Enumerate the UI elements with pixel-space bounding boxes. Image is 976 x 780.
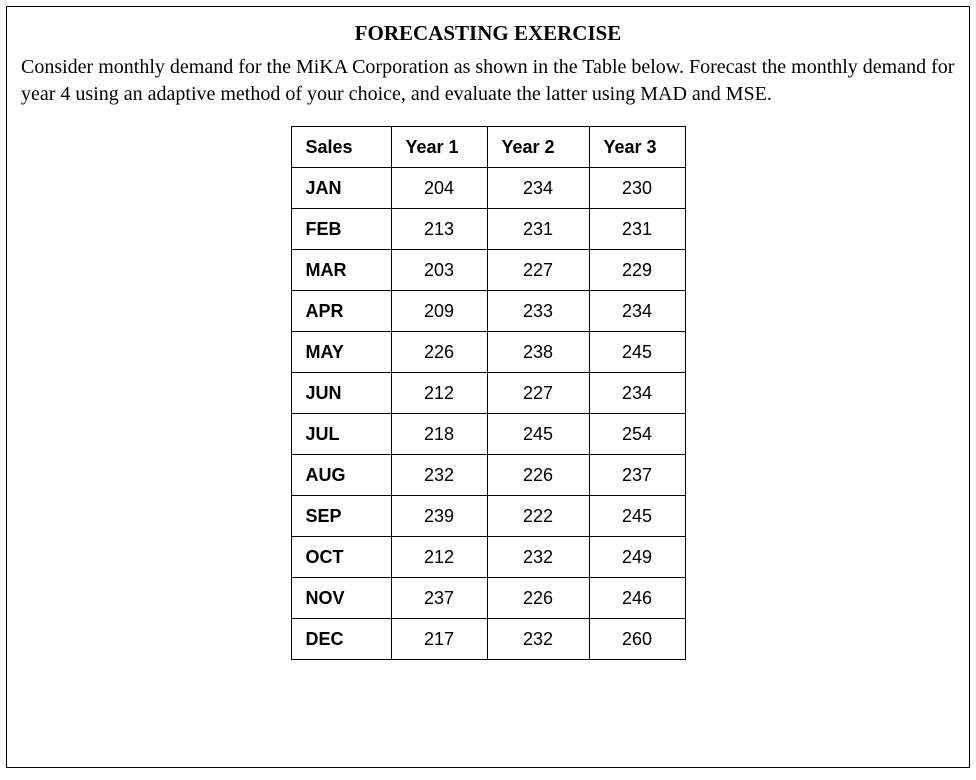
value-cell: 234 [589,291,685,332]
value-cell: 246 [589,578,685,619]
value-cell: 234 [487,168,589,209]
value-cell: 245 [487,414,589,455]
table-wrapper: Sales Year 1 Year 2 Year 3 JAN204234230F… [21,126,955,660]
month-cell: MAY [291,332,391,373]
value-cell: 260 [589,619,685,660]
value-cell: 227 [487,373,589,414]
value-cell: 231 [487,209,589,250]
value-cell: 227 [487,250,589,291]
table-row: OCT212232249 [291,537,685,578]
month-cell: NOV [291,578,391,619]
value-cell: 232 [391,455,487,496]
month-cell: FEB [291,209,391,250]
table-row: AUG232226237 [291,455,685,496]
table-row: JUL218245254 [291,414,685,455]
value-cell: 231 [589,209,685,250]
col-header-year1: Year 1 [391,127,487,168]
value-cell: 209 [391,291,487,332]
table-row: DEC217232260 [291,619,685,660]
month-cell: AUG [291,455,391,496]
value-cell: 217 [391,619,487,660]
value-cell: 212 [391,537,487,578]
month-cell: JUL [291,414,391,455]
table-row: NOV237226246 [291,578,685,619]
table-row: MAY226238245 [291,332,685,373]
value-cell: 237 [589,455,685,496]
value-cell: 229 [589,250,685,291]
value-cell: 212 [391,373,487,414]
value-cell: 254 [589,414,685,455]
table-row: MAR203227229 [291,250,685,291]
month-cell: JAN [291,168,391,209]
value-cell: 218 [391,414,487,455]
col-header-year3: Year 3 [589,127,685,168]
value-cell: 249 [589,537,685,578]
value-cell: 245 [589,332,685,373]
month-cell: MAR [291,250,391,291]
table-body: JAN204234230FEB213231231MAR203227229APR2… [291,168,685,660]
value-cell: 230 [589,168,685,209]
value-cell: 245 [589,496,685,537]
sales-table: Sales Year 1 Year 2 Year 3 JAN204234230F… [291,126,686,660]
col-header-sales: Sales [291,127,391,168]
document-container: FORECASTING EXERCISE Consider monthly de… [6,6,970,768]
value-cell: 226 [487,578,589,619]
table-row: SEP239222245 [291,496,685,537]
table-row: FEB213231231 [291,209,685,250]
value-cell: 213 [391,209,487,250]
value-cell: 204 [391,168,487,209]
value-cell: 233 [487,291,589,332]
table-row: APR209233234 [291,291,685,332]
value-cell: 239 [391,496,487,537]
value-cell: 232 [487,537,589,578]
month-cell: SEP [291,496,391,537]
col-header-year2: Year 2 [487,127,589,168]
value-cell: 237 [391,578,487,619]
month-cell: DEC [291,619,391,660]
exercise-description: Consider monthly demand for the MiKA Cor… [21,54,955,108]
value-cell: 226 [391,332,487,373]
value-cell: 232 [487,619,589,660]
month-cell: OCT [291,537,391,578]
table-row: JAN204234230 [291,168,685,209]
value-cell: 234 [589,373,685,414]
value-cell: 238 [487,332,589,373]
month-cell: APR [291,291,391,332]
month-cell: JUN [291,373,391,414]
value-cell: 226 [487,455,589,496]
page-title: FORECASTING EXERCISE [21,21,955,46]
value-cell: 203 [391,250,487,291]
value-cell: 222 [487,496,589,537]
table-header-row: Sales Year 1 Year 2 Year 3 [291,127,685,168]
table-row: JUN212227234 [291,373,685,414]
